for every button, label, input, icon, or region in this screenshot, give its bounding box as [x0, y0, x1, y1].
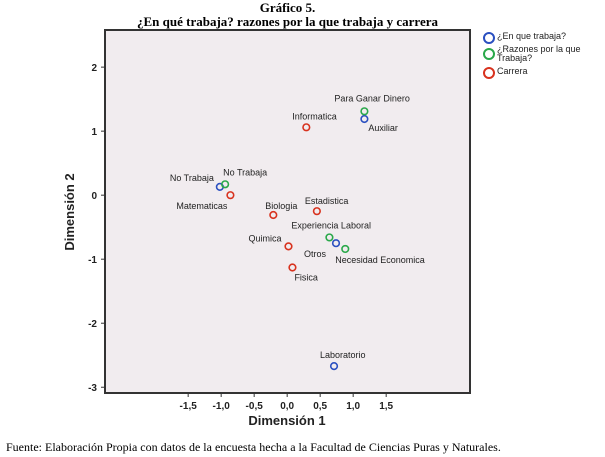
data-point — [288, 263, 297, 272]
point-label: Para Ganar Dinero — [334, 93, 410, 103]
x-tick-label: 0,0 — [280, 401, 294, 412]
legend-marker — [483, 67, 495, 79]
data-point — [331, 239, 341, 248]
legend-marker — [483, 48, 495, 60]
y-tick-label: -3 — [88, 383, 97, 394]
y-tick-label: -2 — [88, 319, 97, 330]
x-tick-label: -0,5 — [246, 401, 264, 412]
x-tick-label: 0,5 — [313, 401, 327, 412]
point-label: No Trabaja — [223, 167, 267, 177]
data-point — [360, 114, 369, 124]
chart-title-line1: Gráfico 5. — [259, 0, 316, 15]
data-point — [341, 244, 350, 254]
point-label: Biologia — [265, 201, 297, 211]
x-tick-label: -1,5 — [180, 401, 198, 412]
y-tick-label: -1 — [88, 255, 97, 266]
legend-label: ¿Razones por la que Trabaja? — [497, 44, 581, 63]
data-point — [269, 210, 278, 220]
point-label: Auxiliar — [368, 123, 398, 133]
point-label: Informatica — [292, 111, 337, 121]
legend-label: Carrera — [497, 66, 528, 76]
point-label: Quimica — [248, 233, 281, 243]
plot-area — [104, 29, 471, 394]
y-tick-label: 1 — [91, 127, 97, 138]
point-label: Estadistica — [305, 196, 349, 206]
data-point — [329, 362, 339, 371]
source-note: Fuente: Elaboración Propia con datos de … — [6, 440, 501, 454]
data-point — [360, 107, 369, 116]
point-label: Laboratorio — [320, 350, 366, 360]
data-point — [221, 180, 230, 189]
point-label: Necesidad Economica — [335, 255, 425, 265]
point-label: Experiencia Laboral — [291, 220, 371, 230]
legend-marker — [483, 32, 495, 44]
y-tick-label: 2 — [91, 63, 97, 74]
legend-item-razones: ¿Razones por la que Trabaja? — [483, 45, 593, 63]
legend-item-en-que-trabaja: ¿En que trabaja? — [483, 32, 566, 44]
point-label: No Trabaja — [170, 173, 214, 183]
point-label: Fisica — [294, 273, 318, 283]
chart-title-line2: ¿En qué trabaja? razones por la que trab… — [136, 14, 439, 29]
y-axis-label: Dimensión 2 — [62, 173, 77, 250]
data-point — [226, 191, 235, 200]
legend-label: ¿En que trabaja? — [497, 31, 567, 41]
x-tick-label: -1,0 — [213, 401, 231, 412]
x-tick-label: 1,0 — [346, 401, 360, 412]
x-tick-label: 1,5 — [379, 401, 393, 412]
x-axis-label: Dimensión 1 — [248, 413, 325, 428]
point-label: Matematicas — [176, 201, 228, 211]
y-tick-label: 0 — [91, 191, 97, 202]
data-point — [284, 242, 293, 251]
legend-item-carrera: Carrera — [483, 67, 528, 79]
data-point — [312, 207, 321, 216]
data-point — [325, 233, 334, 242]
data-point — [302, 123, 311, 132]
point-label: Otros — [304, 249, 327, 259]
